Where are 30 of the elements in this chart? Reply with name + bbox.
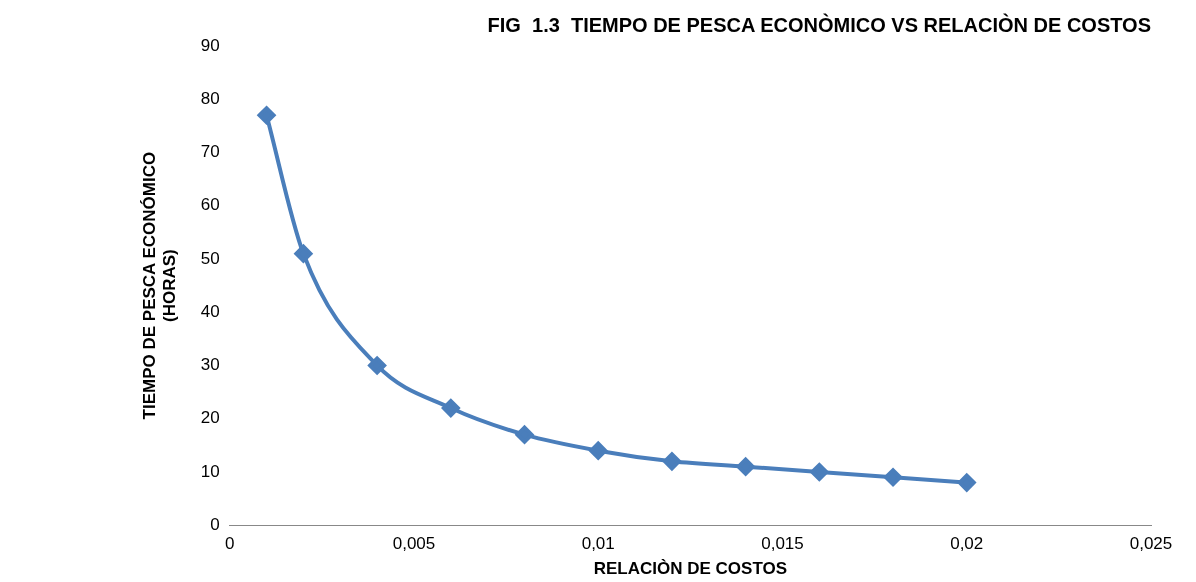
x-tick-label: 0,01 bbox=[581, 534, 615, 554]
point bbox=[368, 356, 387, 375]
point bbox=[810, 462, 829, 481]
y-tick-label: 90 bbox=[200, 35, 220, 55]
point bbox=[294, 244, 313, 263]
y-tick-label: 0 bbox=[210, 514, 220, 534]
point bbox=[662, 452, 681, 471]
x-tick-label: 0,015 bbox=[761, 534, 804, 554]
y-tick-label: 60 bbox=[200, 195, 220, 215]
point bbox=[589, 441, 608, 460]
y-tick-label: 30 bbox=[200, 355, 220, 375]
point bbox=[957, 473, 976, 492]
point bbox=[736, 457, 755, 476]
y-tick-label: 10 bbox=[200, 461, 220, 481]
y-axis-title: TIEMPO DE PESCA ECONÓMICO (HORAS) bbox=[139, 151, 180, 420]
y-tick-label: 70 bbox=[200, 142, 220, 162]
point bbox=[441, 399, 460, 418]
x-axis-title: RELACIÒN DE COSTOS bbox=[593, 559, 788, 579]
point bbox=[515, 425, 534, 444]
x-tick-label: 0 bbox=[224, 534, 235, 554]
y-tick-label: 80 bbox=[200, 88, 220, 108]
y-tick-label: 20 bbox=[200, 408, 220, 428]
point bbox=[257, 106, 276, 125]
y-tick-label: 50 bbox=[200, 248, 220, 268]
x-tick-label: 0,005 bbox=[392, 534, 436, 554]
y-tick-label: 40 bbox=[200, 301, 220, 321]
point bbox=[884, 468, 903, 487]
x-tick-label: 0,02 bbox=[950, 534, 984, 554]
x-tick-label: 0,025 bbox=[1129, 534, 1173, 554]
chart-title: FIG 1.3 TIEMPO DE PESCA ECONÒMICO VS RELACIÒN DE COSTOS bbox=[487, 12, 1151, 36]
